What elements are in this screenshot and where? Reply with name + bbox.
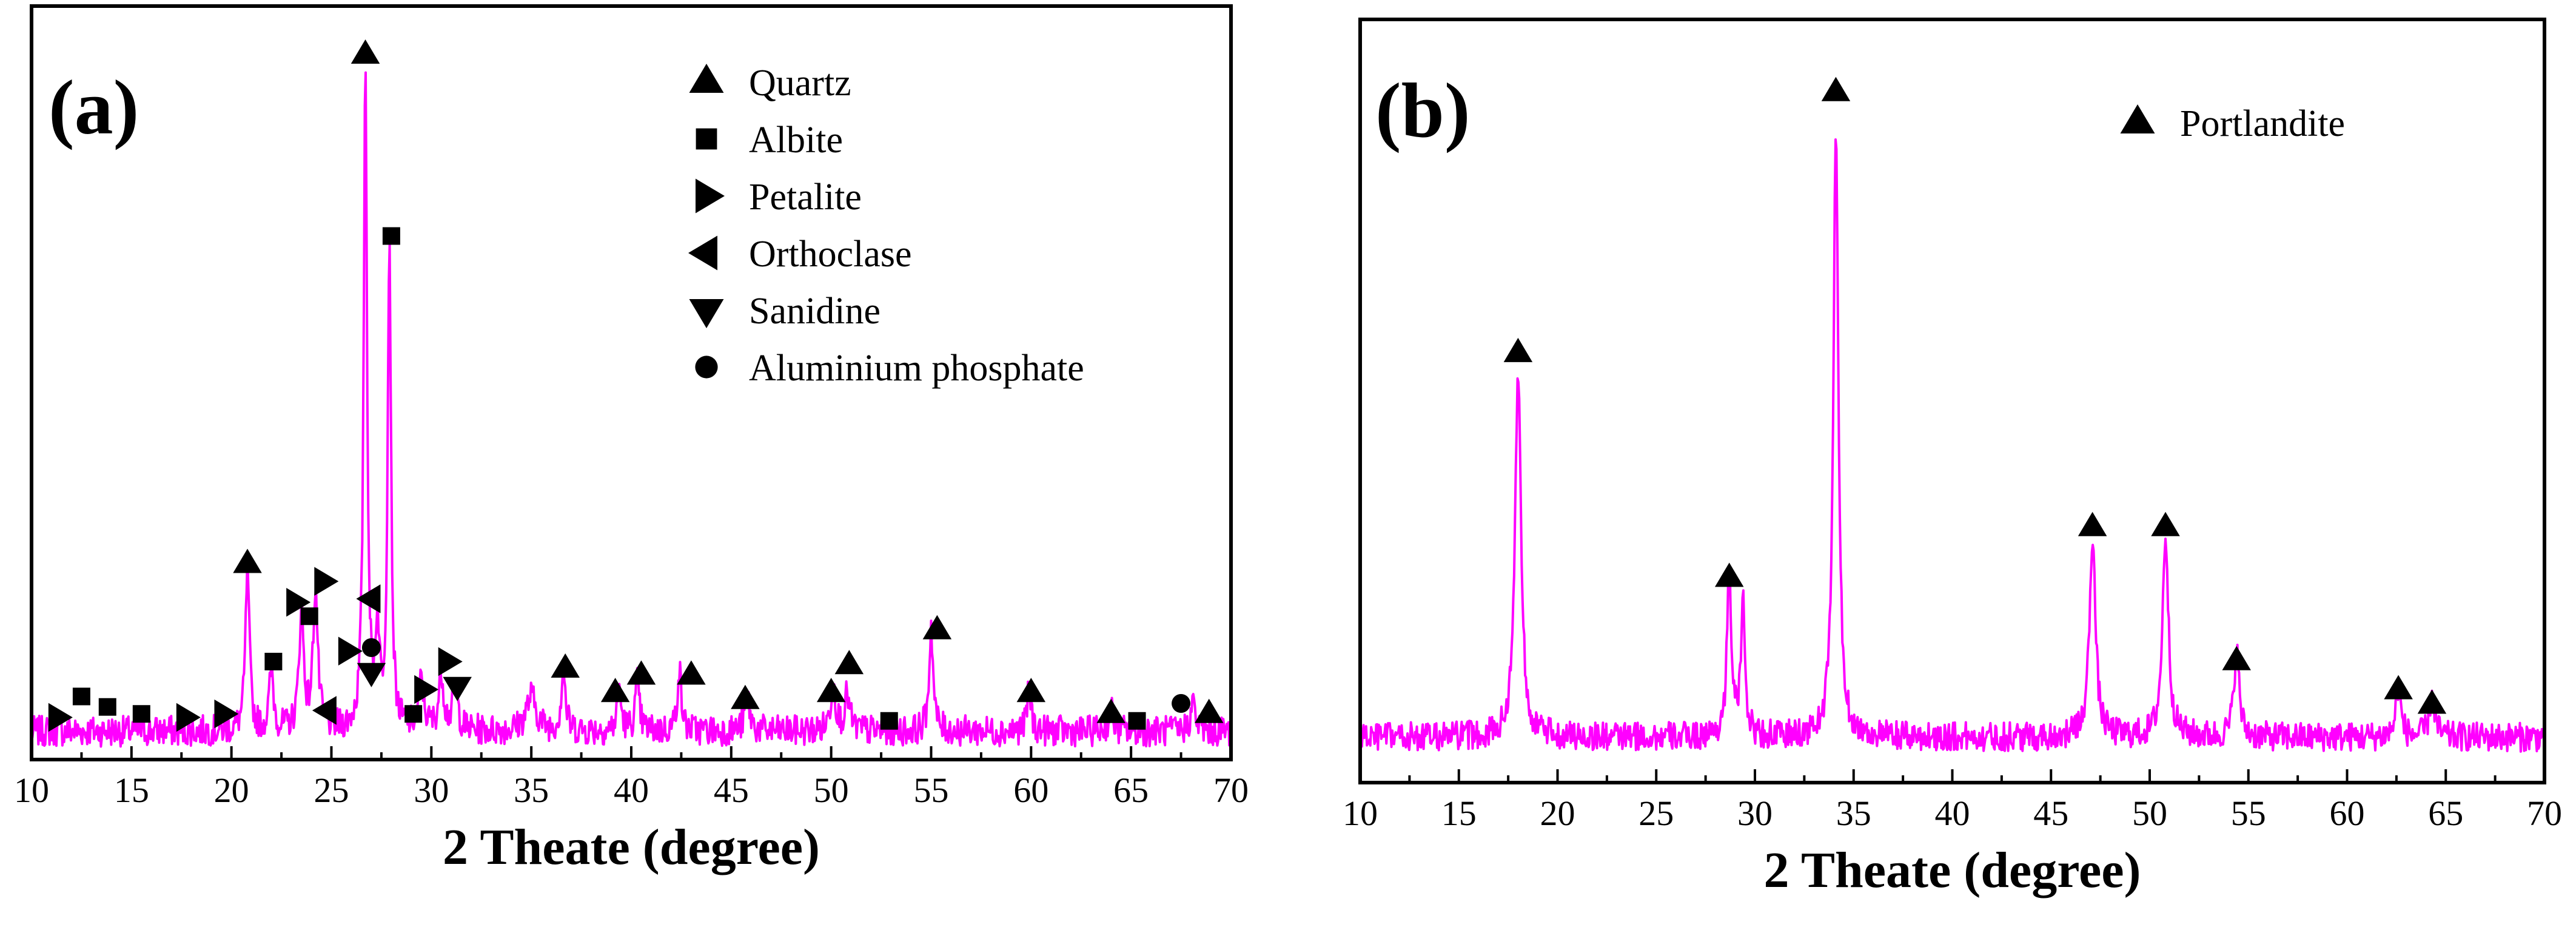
peak-circle-marker: [361, 638, 381, 657]
x-tick-label: 70: [1213, 770, 1249, 810]
x-tick-label: 35: [514, 770, 549, 810]
peak-triangle-right-marker: [414, 675, 439, 704]
legend-label: Portlandite: [2180, 103, 2345, 144]
x-tick-label: 55: [2231, 794, 2266, 833]
panel-label: (b): [1375, 67, 1470, 153]
x-tick-label: 60: [2330, 794, 2365, 833]
legend-square-icon: [696, 128, 717, 150]
x-tick-label: 15: [1441, 794, 1477, 833]
peak-triangle-up-marker: [1194, 698, 1224, 723]
x-tick-label: 20: [214, 770, 249, 810]
x-tick-label: 50: [2132, 794, 2167, 833]
legend-triangle-up-icon: [2120, 104, 2155, 133]
x-axis-title: 2 Theate (degree): [443, 819, 820, 875]
peak-square-marker: [880, 712, 898, 730]
diffraction-trace: [1359, 138, 2546, 753]
peak-triangle-up-marker: [1714, 562, 1744, 587]
peak-triangle-up-marker: [2417, 689, 2447, 714]
peak-triangle-right-marker: [314, 567, 339, 596]
x-tick-label: 30: [414, 770, 449, 810]
peak-triangle-up-marker: [1096, 698, 1125, 723]
x-tick-label: 70: [2527, 794, 2562, 833]
peak-triangle-up-marker: [1821, 76, 1851, 101]
x-tick-label: 65: [1113, 770, 1149, 810]
legend-triangle-left-icon: [688, 235, 717, 271]
peak-triangle-up-marker: [2151, 511, 2180, 536]
peak-triangle-up-marker: [626, 660, 656, 685]
x-tick-label: 10: [14, 770, 49, 810]
legend-label: Albite: [749, 120, 843, 161]
peak-triangle-up-marker: [1016, 678, 1046, 703]
peak-triangle-up-marker: [2078, 511, 2107, 536]
peak-triangle-left-marker: [356, 584, 381, 613]
peak-square-marker: [382, 227, 400, 245]
peak-triangle-up-marker: [2384, 675, 2413, 699]
x-tick-label: 55: [914, 770, 949, 810]
x-tick-label: 25: [314, 770, 349, 810]
peak-triangle-right-marker: [214, 699, 239, 729]
x-tick-label: 40: [1935, 794, 1970, 833]
peak-triangle-up-marker: [731, 684, 760, 709]
x-tick-label: 15: [114, 770, 149, 810]
panel-label: (a): [49, 64, 139, 150]
peak-triangle-up-marker: [834, 650, 864, 675]
peak-triangle-up-marker: [677, 660, 706, 685]
peak-triangle-up-marker: [1503, 337, 1533, 362]
legend-circle-icon: [695, 356, 718, 379]
legend-label: Orthoclase: [749, 234, 912, 275]
legend-triangle-right-icon: [696, 178, 725, 214]
x-tick-label: 45: [2033, 794, 2068, 833]
x-tick-label: 20: [1540, 794, 1575, 833]
peak-triangle-right-marker: [48, 703, 73, 732]
peak-triangle-down-marker: [443, 676, 472, 701]
peak-square-marker: [404, 705, 423, 723]
peak-square-marker: [1128, 712, 1146, 730]
x-tick-label: 35: [1836, 794, 1871, 833]
peak-triangle-left-marker: [312, 696, 337, 725]
peak-triangle-up-marker: [816, 678, 846, 703]
plot-frame: [1358, 18, 2546, 784]
peak-triangle-up-marker: [922, 615, 952, 639]
legend-label: Sanidine: [749, 291, 880, 332]
peak-triangle-up-marker: [600, 678, 630, 703]
peak-triangle-up-marker: [351, 39, 380, 64]
peak-triangle-up-marker: [2222, 646, 2251, 670]
peak-square-marker: [72, 687, 90, 706]
peak-triangle-down-marker: [357, 662, 386, 687]
legend-label: Petalite: [749, 177, 862, 218]
legend-label: Quartz: [749, 62, 851, 104]
peak-triangle-right-marker: [438, 647, 463, 676]
x-tick-label: 25: [1639, 794, 1674, 833]
peak-square-marker: [132, 705, 150, 723]
x-tick-label: 65: [2428, 794, 2463, 833]
peak-square-marker: [98, 698, 116, 716]
peak-square-marker: [264, 653, 283, 670]
peak-triangle-up-marker: [551, 653, 580, 678]
legend-triangle-up-icon: [689, 64, 724, 93]
x-axis-title: 2 Theate (degree): [1763, 842, 2141, 898]
x-tick-label: 30: [1737, 794, 1773, 833]
peak-triangle-up-marker: [233, 548, 262, 573]
x-tick-label: 45: [714, 770, 749, 810]
panel-a: 10 15 20 25 30 35 40 45 50 55 60 65 70 2 Theate (degr…: [14, 4, 1249, 875]
x-tick-label: 10: [1343, 794, 1378, 833]
x-tick-label: 40: [614, 770, 649, 810]
peak-triangle-right-marker: [286, 588, 311, 617]
panel-b: 10 15 20 25 30 35 40 45 50 55 60 65 70 2 Theate (degr…: [1343, 18, 2562, 898]
legend-label: Aluminium phosphate: [749, 348, 1084, 389]
x-tick-label: 50: [814, 770, 849, 810]
peak-square-marker: [300, 607, 318, 625]
peak-triangle-right-marker: [338, 636, 363, 666]
peak-circle-marker: [1172, 694, 1191, 713]
x-tick-label: 60: [1013, 770, 1048, 810]
diffraction-trace: [30, 71, 1232, 748]
legend-triangle-down-icon: [689, 299, 724, 328]
peak-triangle-right-marker: [176, 703, 201, 732]
